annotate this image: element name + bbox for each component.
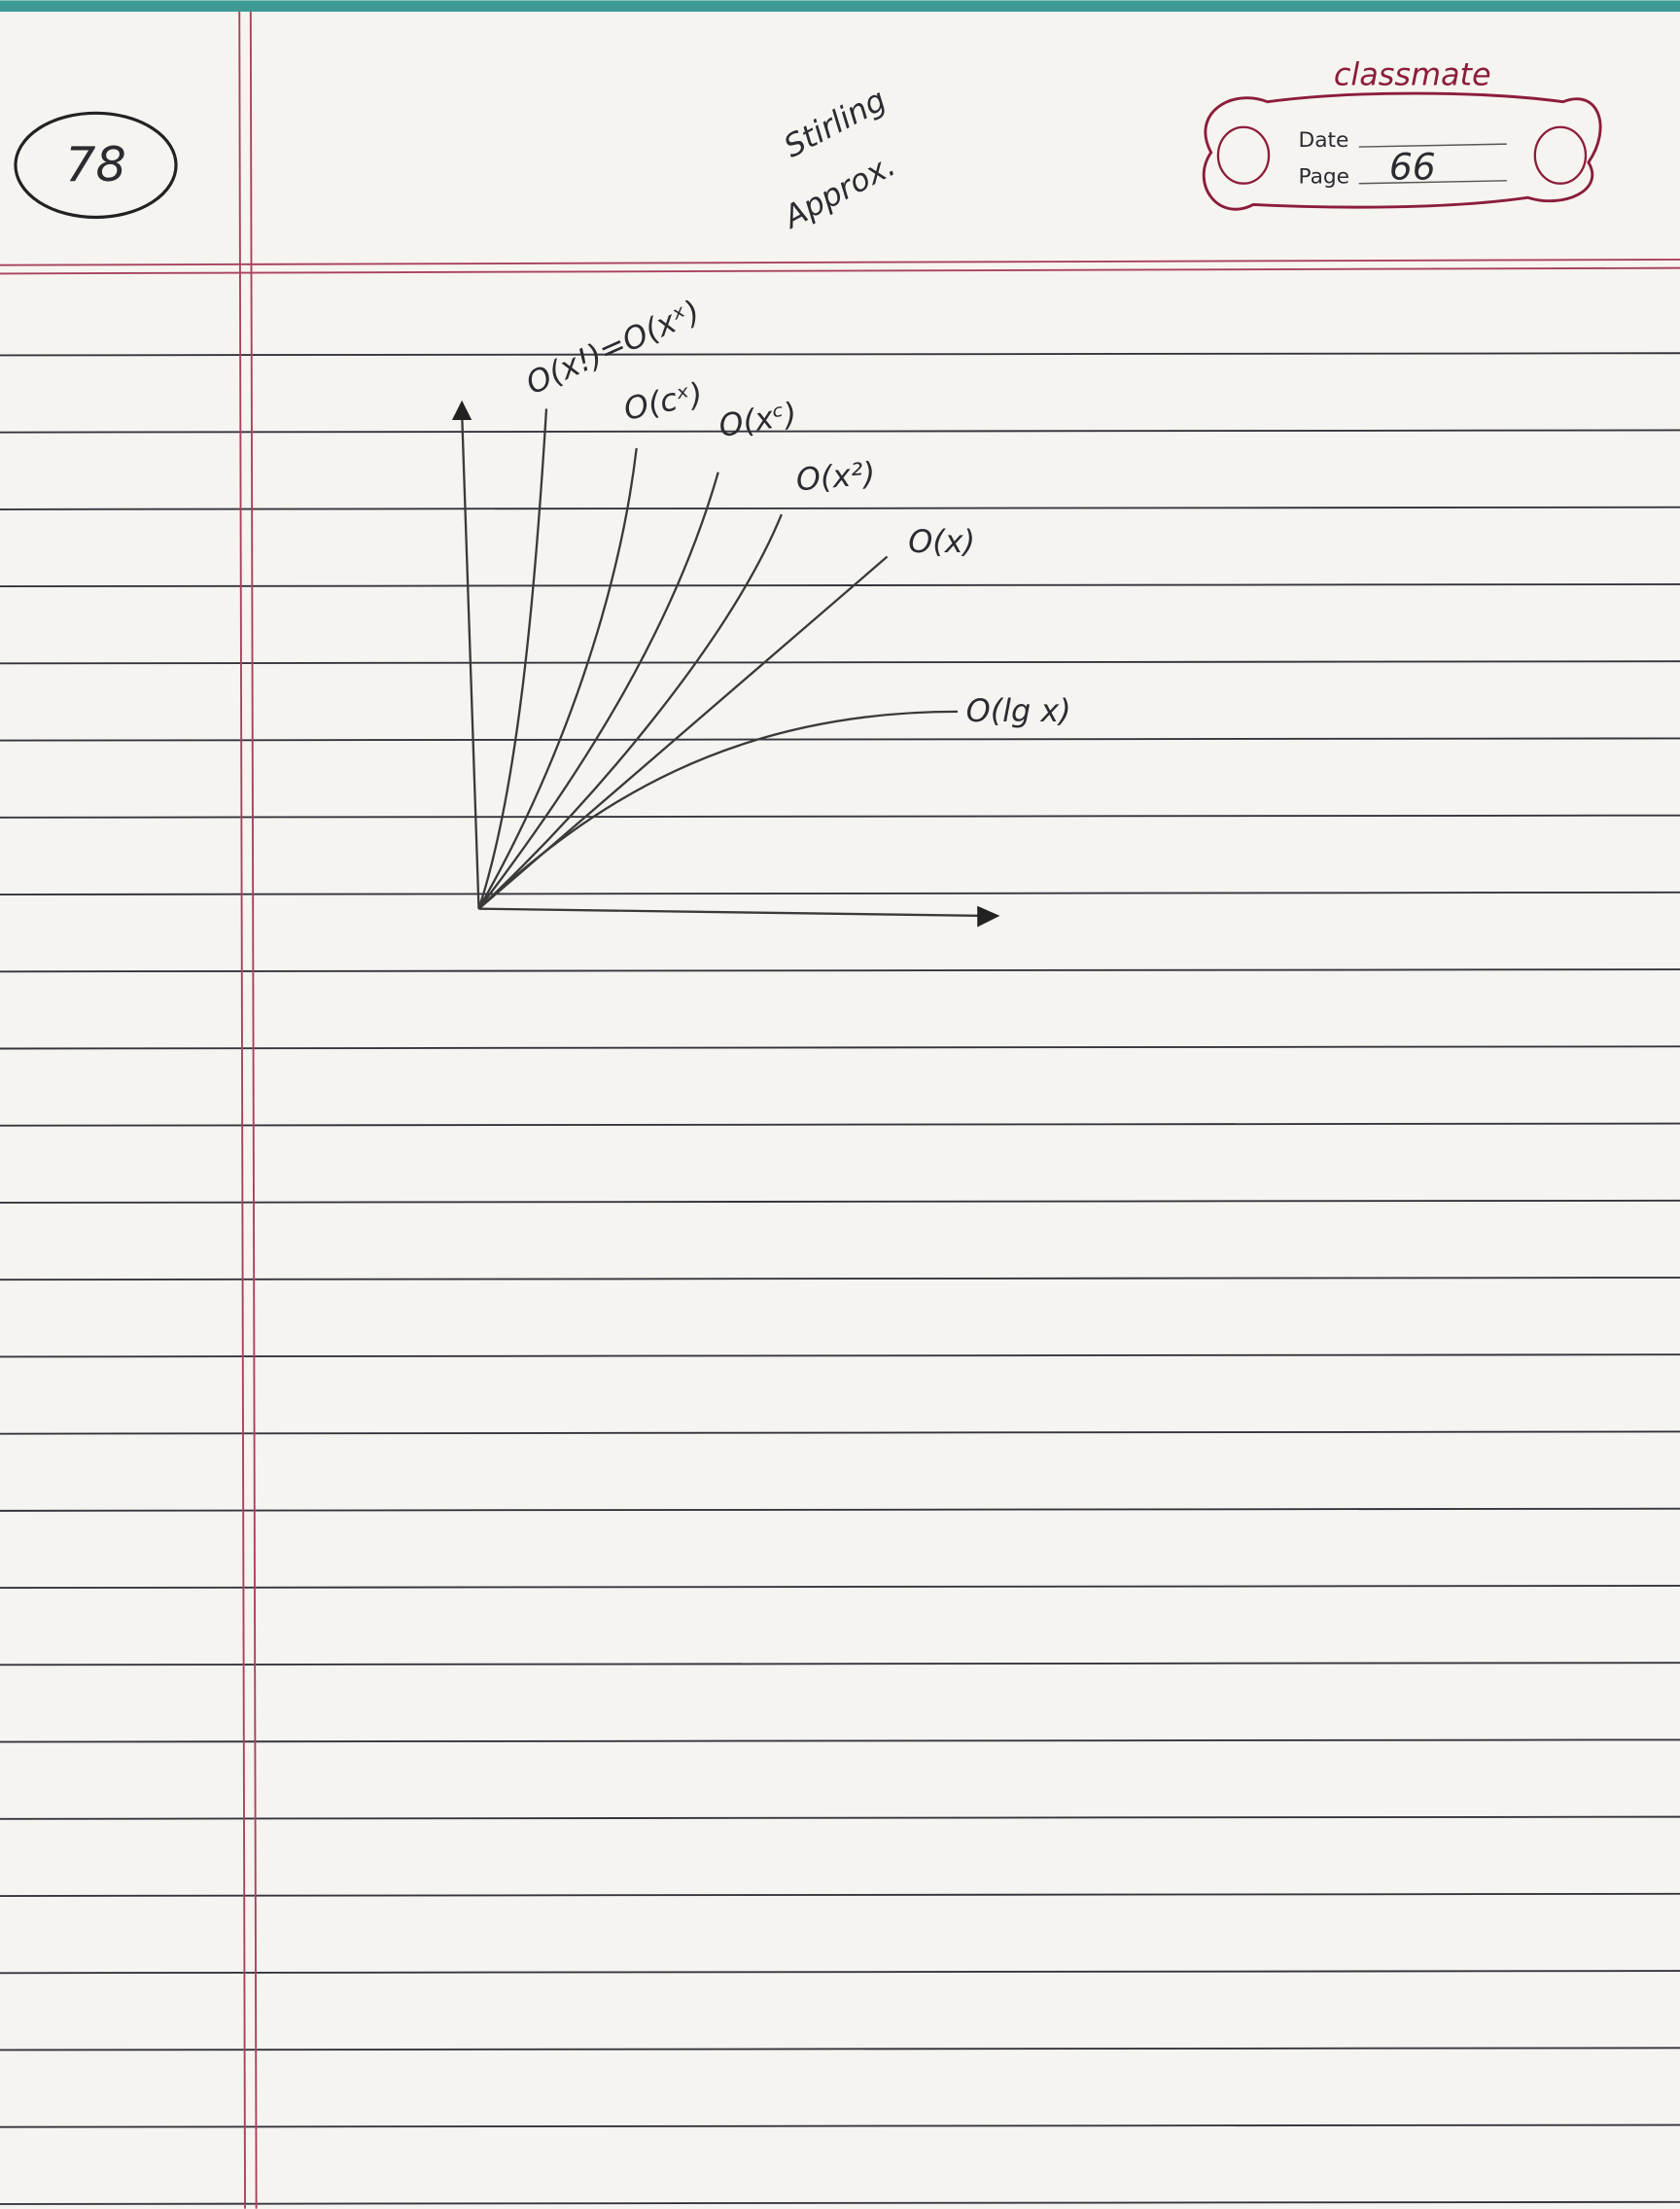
curve <box>477 447 638 910</box>
date-label: Date <box>1298 128 1348 153</box>
banner-curl <box>1533 125 1588 185</box>
curve <box>477 513 783 910</box>
ruled-line <box>0 737 1680 742</box>
ruled-line <box>0 814 1680 819</box>
ruled-line <box>0 1122 1680 1127</box>
growth-diagram: O(x!)=O(xˣ) O(cˣ) O(xᶜ) O(x²) O(x) O(lg … <box>451 81 1071 928</box>
page-label: Page <box>1298 165 1349 190</box>
ruled-line <box>0 583 1680 588</box>
page-number: 78 <box>65 136 126 193</box>
curve <box>477 472 719 910</box>
ruled-line <box>0 1738 1680 1743</box>
x-axis <box>478 907 986 918</box>
curve-label: O(x²) <box>794 454 877 498</box>
ruled-line <box>0 1507 1680 1512</box>
curve <box>477 408 548 910</box>
ruled-line <box>0 506 1680 510</box>
ruled-line <box>0 660 1680 665</box>
ruled-line <box>0 1199 1680 1204</box>
ruled-line <box>0 2123 1680 2128</box>
top-edge <box>0 0 1680 13</box>
ruled-line <box>0 891 1680 895</box>
ruled-line <box>0 1277 1680 1281</box>
ruled-line <box>0 1892 1680 1897</box>
curve <box>477 710 958 910</box>
ruled-line <box>0 429 1680 434</box>
curve-label: O(lg x) <box>966 692 1071 729</box>
brand: classmate <box>1334 55 1491 92</box>
date-line <box>1358 143 1507 148</box>
ruled-line <box>0 1353 1680 1358</box>
y-axis <box>460 411 480 909</box>
margin-line <box>238 12 246 2209</box>
curve-label: O(xᶜ) <box>716 395 799 444</box>
ruled-line <box>0 1970 1680 1975</box>
banner-curl <box>1216 125 1271 185</box>
ruled-line <box>0 1045 1680 1050</box>
ruled-lines <box>0 352 1680 2205</box>
header-line <box>0 266 1680 275</box>
ruled-line <box>0 2047 1680 2051</box>
ruled-line <box>0 2200 1680 2205</box>
ruled-line <box>0 1662 1680 1666</box>
brand-banner <box>1202 91 1602 211</box>
margin-line <box>249 12 258 2209</box>
x-arrow <box>977 905 1000 928</box>
curve-label: O(cˣ) <box>620 375 706 428</box>
header-line <box>0 258 1680 266</box>
page-line <box>1358 180 1507 185</box>
curve-label: O(x) <box>908 523 975 560</box>
y-arrow <box>451 400 472 421</box>
page-number-circle <box>14 111 178 220</box>
ruled-line <box>0 1584 1680 1590</box>
ruled-line <box>0 352 1680 357</box>
ruled-line <box>0 1815 1680 1820</box>
ruled-line <box>0 1430 1680 1435</box>
page-value: 66 <box>1389 145 1436 188</box>
ruled-line <box>0 968 1680 973</box>
